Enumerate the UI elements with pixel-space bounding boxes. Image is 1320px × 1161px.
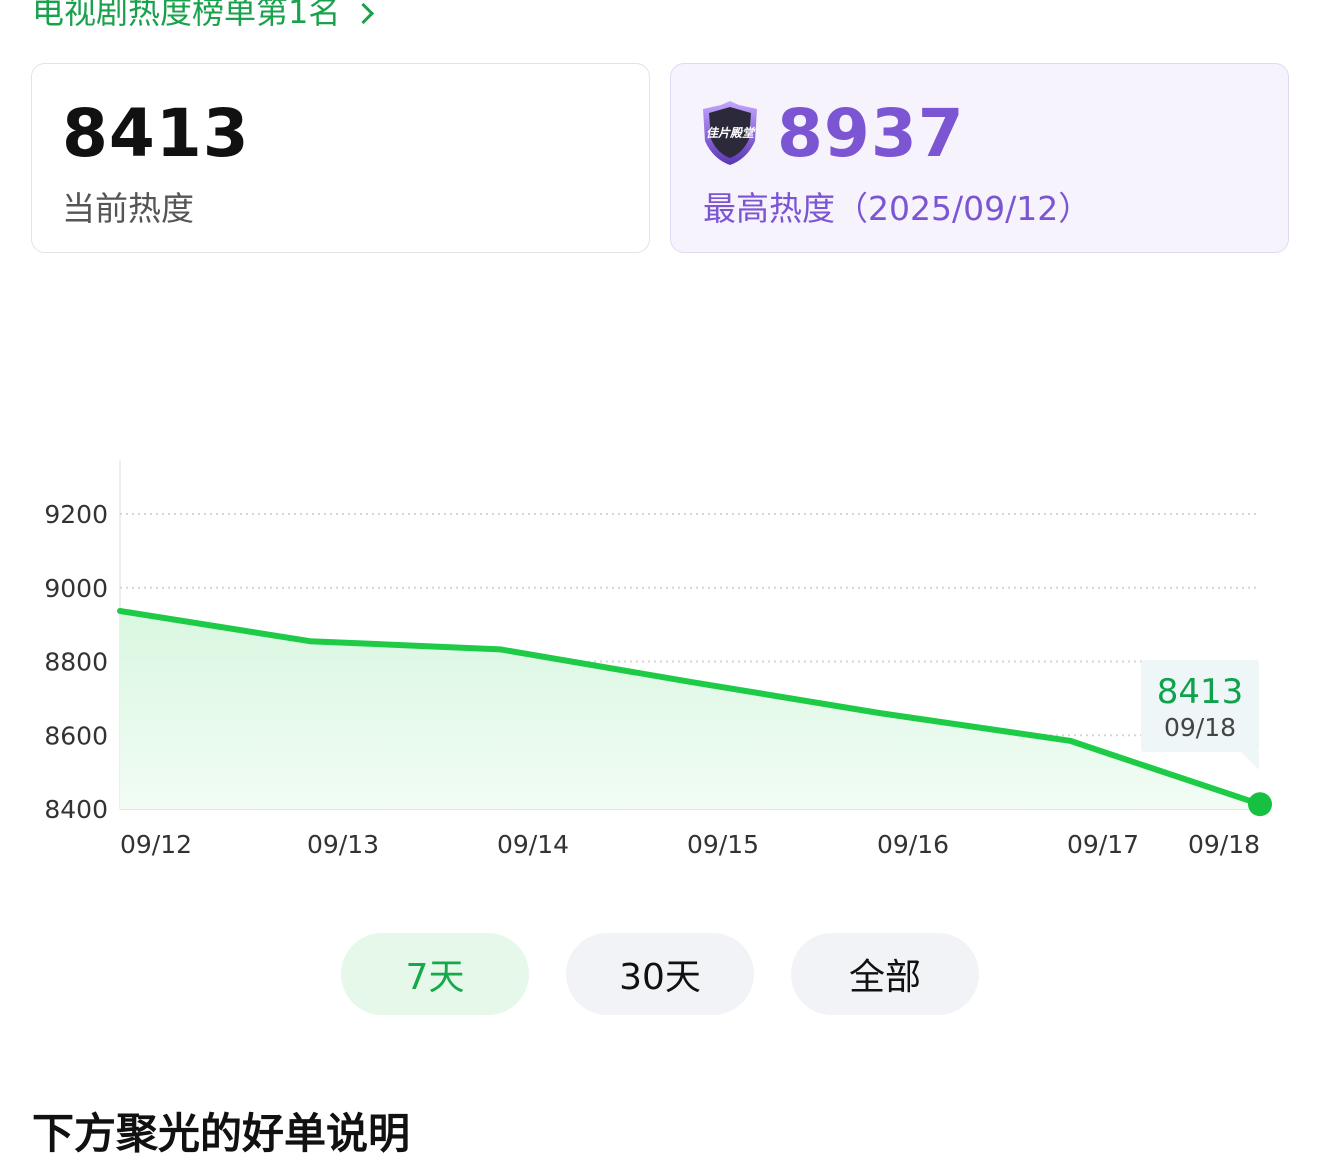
rank-link-text: 电视剧热度榜单第1名 <box>32 0 340 33</box>
range-tab-7d[interactable]: 7天 <box>341 933 529 1015</box>
current-heat-value: 8413 <box>62 96 250 172</box>
tooltip-date: 09/18 <box>1141 713 1259 742</box>
rank-link[interactable]: 电视剧热度榜单第1名 <box>32 0 371 32</box>
tooltip-value: 8413 <box>1141 673 1259 711</box>
y-tick-label: 8400 <box>44 795 108 824</box>
x-tick-label: 09/17 <box>1067 830 1139 859</box>
badge-text: 佳片殿堂 <box>706 126 756 140</box>
chart-tooltip: 8413 09/18 <box>1141 660 1259 752</box>
x-tick-label: 09/18 <box>1188 830 1260 859</box>
current-heat-label: 当前热度 <box>62 182 194 230</box>
range-tab-all[interactable]: 全部 <box>791 933 979 1015</box>
x-tick-label: 09/13 <box>307 830 379 859</box>
heat-trend-svg: 8400 8600 8800 9000 9200 09/12 09/13 09/14 09/15… <box>0 440 1320 880</box>
y-tick-label: 9000 <box>44 574 108 603</box>
peak-heat-label: 最高热度（2025/09/12） <box>703 182 1091 230</box>
chevron-right-icon <box>353 2 374 23</box>
section-heading: 下方聚光的好单说明 <box>32 1100 410 1161</box>
x-tick-label: 09/15 <box>687 830 759 859</box>
range-tab-30d[interactable]: 30天 <box>566 933 754 1015</box>
current-heat-card: 8413 当前热度 <box>31 63 650 253</box>
y-tick-label: 8600 <box>44 721 108 750</box>
heat-trend-chart: 8400 8600 8800 9000 9200 09/12 09/13 09/14 09/15… <box>0 440 1320 880</box>
x-tick-label: 09/14 <box>497 830 569 859</box>
x-tick-label: 09/16 <box>877 830 949 859</box>
peak-heat-value: 8937 <box>777 96 965 172</box>
peak-heat-card: 佳片殿堂 8937 最高热度（2025/09/12） <box>670 63 1289 253</box>
data-point <box>1248 792 1272 816</box>
y-tick-label: 8800 <box>44 648 108 677</box>
hall-of-fame-badge-icon: 佳片殿堂 <box>697 101 763 167</box>
x-tick-label: 09/12 <box>120 830 192 859</box>
y-tick-label: 9200 <box>44 500 108 529</box>
